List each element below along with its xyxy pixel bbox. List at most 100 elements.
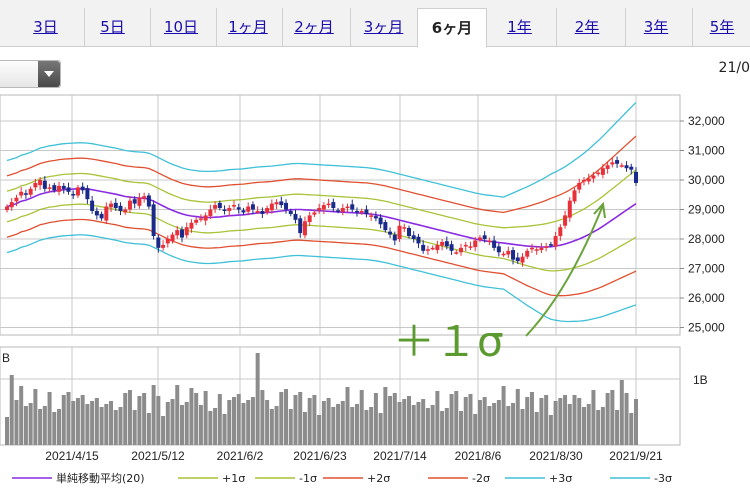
volume-bar bbox=[127, 390, 132, 445]
volume-bar bbox=[411, 405, 416, 445]
volume-bar bbox=[66, 392, 71, 445]
candle-body bbox=[539, 247, 544, 251]
volume-bar bbox=[539, 398, 544, 445]
candle-body bbox=[274, 202, 279, 205]
volume-bar bbox=[5, 417, 9, 445]
tab-6-months[interactable]: 6ヶ月 bbox=[417, 8, 487, 48]
volume-bar bbox=[317, 415, 322, 445]
volume-bar bbox=[440, 411, 445, 445]
tab-5-years[interactable]: 5年 bbox=[692, 8, 750, 46]
volume-bar bbox=[23, 406, 28, 445]
candle-body bbox=[492, 240, 497, 248]
candle-body bbox=[600, 168, 605, 175]
volume-bar bbox=[388, 396, 393, 445]
volume-bar bbox=[496, 400, 501, 445]
volume-bar bbox=[624, 393, 629, 445]
candle-body bbox=[38, 180, 43, 186]
candle-body bbox=[596, 172, 601, 175]
volume-bar bbox=[331, 407, 336, 445]
volume-bar bbox=[113, 410, 118, 445]
plus-1-sigma-line bbox=[6, 169, 637, 229]
candle-body bbox=[553, 236, 558, 247]
candle-body bbox=[468, 246, 473, 248]
volume-bar bbox=[572, 395, 577, 445]
volume-bar bbox=[321, 401, 326, 445]
y-tick-label: 30,000 bbox=[688, 173, 725, 187]
volume-bar bbox=[298, 392, 303, 445]
x-tick-label: 2021/8/30 bbox=[529, 449, 583, 463]
candle-body bbox=[127, 200, 132, 210]
volume-bar bbox=[548, 415, 553, 445]
candle-body bbox=[615, 160, 620, 164]
candle-body bbox=[411, 235, 416, 239]
volume-bar bbox=[591, 390, 596, 445]
candle-body bbox=[146, 195, 151, 207]
period-tab-bar: 3日 5日 10日 1ヶ月 2ヶ月 3ヶ月 6ヶ月 1年 2年 3年 5年 bbox=[0, 0, 750, 48]
legend-label: -1σ bbox=[299, 472, 317, 485]
candle-body bbox=[572, 190, 577, 202]
tab-1-year[interactable]: 1年 bbox=[507, 18, 532, 36]
tab-3-months[interactable]: 3ヶ月 bbox=[350, 8, 416, 46]
volume-bar bbox=[80, 395, 85, 445]
candle-body bbox=[14, 197, 19, 202]
candle-body bbox=[142, 196, 147, 199]
volume-bar bbox=[265, 400, 270, 445]
volume-bar bbox=[203, 391, 208, 445]
volume-bar bbox=[378, 413, 383, 445]
tab-3-days[interactable]: 3日 bbox=[33, 18, 58, 36]
volume-bar bbox=[354, 404, 359, 445]
volume-bar bbox=[260, 390, 265, 445]
volume-bar bbox=[161, 416, 166, 445]
volume-bar bbox=[28, 403, 33, 445]
candle-body bbox=[170, 234, 175, 242]
candle-body bbox=[501, 253, 506, 256]
candle-body bbox=[354, 210, 359, 213]
date-label: 21/0 bbox=[718, 60, 750, 76]
volume-bar bbox=[123, 393, 128, 445]
candle-body bbox=[156, 237, 161, 248]
candle-body bbox=[118, 205, 123, 211]
volume-bar bbox=[104, 404, 109, 445]
dropdown-toggle-button[interactable] bbox=[38, 61, 60, 87]
legend-label: +2σ bbox=[367, 472, 390, 485]
tab-1-month[interactable]: 1ヶ月 bbox=[216, 8, 279, 46]
candle-body bbox=[284, 202, 289, 210]
candle-body bbox=[425, 249, 430, 251]
tab-10-days[interactable]: 10日 bbox=[150, 8, 211, 46]
volume-bar bbox=[109, 401, 114, 445]
candle-body bbox=[5, 206, 9, 211]
volume-bar bbox=[477, 400, 482, 445]
minus-2-sigma-line bbox=[6, 218, 637, 297]
volume-bar bbox=[241, 403, 246, 445]
x-tick-label: 2021/6/23 bbox=[293, 449, 347, 463]
volume-bar bbox=[600, 407, 605, 445]
volume-bar bbox=[345, 387, 350, 445]
candle-body bbox=[619, 165, 624, 167]
tab-2-years[interactable]: 2年 bbox=[556, 8, 617, 46]
volume-bar bbox=[553, 401, 558, 445]
volume-bar bbox=[416, 402, 421, 445]
candle-body bbox=[123, 209, 128, 213]
candle-body bbox=[383, 222, 388, 231]
volume-bar bbox=[274, 406, 279, 445]
candle-body bbox=[506, 250, 511, 255]
candle-body bbox=[94, 210, 99, 216]
tab-5-days[interactable]: 5日 bbox=[84, 8, 140, 46]
tab-3-years[interactable]: 3年 bbox=[625, 8, 686, 46]
volume-bar bbox=[57, 409, 62, 445]
candle-body bbox=[288, 210, 293, 214]
volume-bar bbox=[14, 400, 19, 445]
tab-2-months[interactable]: 2ヶ月 bbox=[282, 8, 345, 46]
candle-body bbox=[629, 166, 634, 170]
indicator-dropdown[interactable] bbox=[0, 60, 61, 88]
volume-bar bbox=[392, 393, 397, 445]
volume-bar bbox=[227, 400, 232, 445]
candle-body bbox=[449, 244, 454, 251]
candle-body bbox=[71, 194, 76, 196]
bollinger-bands bbox=[6, 101, 637, 323]
candle-body bbox=[47, 187, 52, 189]
volume-bar bbox=[525, 397, 530, 445]
volume-bar bbox=[444, 408, 449, 445]
candle-body bbox=[104, 206, 109, 221]
legend-label: +3σ bbox=[549, 472, 572, 485]
